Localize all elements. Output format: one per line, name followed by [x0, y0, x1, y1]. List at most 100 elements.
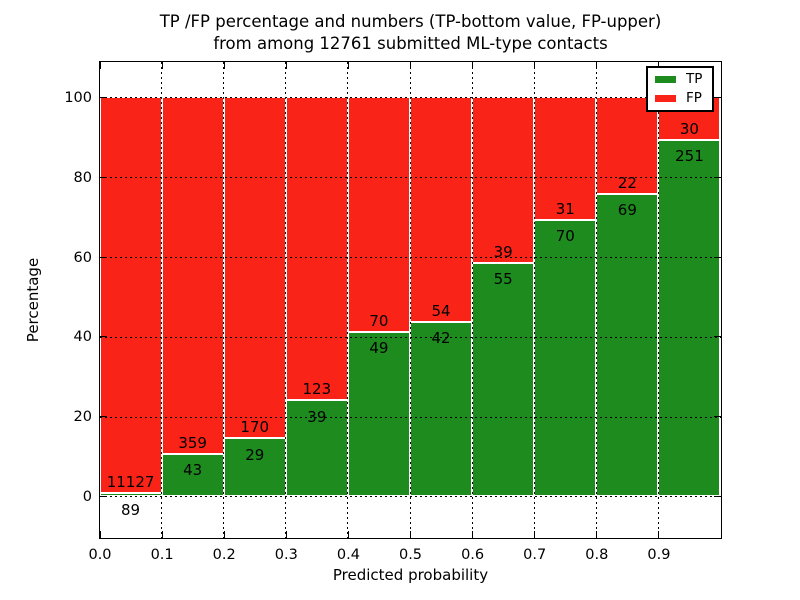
legend-item-fp: FP — [654, 91, 712, 106]
gridline-x-9 — [657, 61, 659, 538]
x-tick-top-8 — [596, 61, 598, 69]
y-tick-right-0 — [713, 495, 721, 497]
x-tick-label-0.9: 0.9 — [647, 547, 671, 563]
x-tick-bottom-6 — [472, 530, 474, 538]
bar-tp-segment-9 — [658, 140, 721, 497]
tp-count-label-3: 39 — [307, 407, 327, 426]
fp-count-label-9: 30 — [679, 119, 699, 138]
x-tick-top-3 — [285, 61, 287, 69]
bar-tp-segment-7 — [534, 219, 597, 497]
y-tick-left-20 — [99, 416, 107, 418]
legend-item-tp: TP — [654, 72, 712, 87]
tp-count-label-0: 89 — [121, 500, 141, 519]
gridline-x-1 — [161, 61, 163, 538]
x-tick-label-0.5: 0.5 — [398, 547, 423, 563]
fp-count-label-4: 70 — [369, 311, 389, 330]
plot-area: 11127 89 359 43 170 29 123 39 70 49 54 42 39 55 31 70 22… — [98, 60, 722, 539]
x-tick-bottom-0 — [99, 530, 101, 538]
x-tick-top-2 — [223, 61, 225, 69]
gridline-x-6 — [471, 61, 473, 538]
y-tick-right-20 — [713, 416, 721, 418]
fp-count-label-7: 31 — [555, 199, 575, 218]
x-tick-bottom-7 — [534, 530, 536, 538]
x-tick-label-0.2: 0.2 — [212, 547, 236, 563]
fp-count-label-3: 123 — [302, 380, 332, 399]
y-axis-label: Percentage — [24, 257, 42, 343]
bar-fp-segment-4 — [347, 97, 410, 333]
y-tick-label-40: 40 — [73, 329, 92, 346]
tp-count-label-7: 70 — [555, 227, 575, 246]
gridline-x-2 — [223, 61, 225, 538]
x-tick-bottom-5 — [410, 530, 411, 538]
x-tick-top-4 — [347, 61, 349, 69]
bar-fp-segment-0 — [99, 97, 162, 494]
bar-fp-segment-2 — [223, 97, 286, 439]
x-axis-label: Predicted probability — [332, 566, 489, 584]
x-tick-bottom-1 — [161, 530, 163, 538]
fp-count-label-1: 359 — [178, 433, 207, 452]
bar-tp-segment-3 — [285, 400, 348, 497]
bar-tp-segment-6 — [472, 262, 535, 497]
x-tick-label-0.4: 0.4 — [336, 547, 360, 563]
x-tick-bottom-8 — [596, 530, 598, 538]
y-tick-right-80 — [713, 176, 721, 178]
chart-title-line1: TP /FP percentage and numbers (TP-bottom… — [159, 12, 662, 31]
y-tick-left-60 — [99, 256, 107, 258]
chart-title-line2: from among 12761 submitted ML-type conta… — [213, 34, 608, 53]
tp-count-label-5: 42 — [431, 329, 451, 348]
fp-count-label-6: 39 — [493, 242, 513, 261]
x-tick-label-0.6: 0.6 — [461, 547, 485, 563]
tp-count-label-4: 49 — [369, 339, 389, 358]
bar-tp-segment-1 — [161, 453, 224, 497]
bar-tp-segment-8 — [596, 193, 659, 497]
bar-fp-segment-1 — [161, 97, 224, 454]
x-tick-bottom-9 — [658, 530, 660, 538]
x-tick-top-0 — [99, 61, 101, 69]
y-tick-left-80 — [99, 176, 107, 178]
legend: TP FP — [646, 66, 714, 112]
tp-count-label-8: 69 — [617, 201, 637, 220]
fp-count-label-5: 54 — [431, 301, 451, 320]
y-tick-label-0: 0 — [82, 488, 92, 505]
x-tick-top-9 — [658, 61, 660, 69]
bar-fp-segment-3 — [285, 97, 348, 401]
x-tick-bottom-3 — [285, 530, 287, 538]
tp-count-label-1: 43 — [183, 461, 203, 480]
x-tick-bottom-4 — [347, 530, 349, 538]
bar-fp-segment-5 — [410, 97, 473, 322]
tp-count-label-2: 29 — [245, 445, 265, 464]
gridline-x-7 — [533, 61, 535, 538]
x-tick-top-6 — [472, 61, 474, 69]
gridline-x-3 — [285, 61, 287, 538]
bar-tp-segment-0 — [99, 493, 162, 497]
x-tick-bottom-2 — [223, 530, 225, 538]
y-tick-right-40 — [713, 336, 721, 338]
y-tick-right-60 — [713, 256, 721, 258]
bar-tp-segment-4 — [347, 332, 410, 497]
x-tick-label-0.1: 0.1 — [150, 547, 174, 563]
gridline-x-4 — [347, 61, 349, 538]
fp-count-label-0: 11127 — [106, 473, 155, 492]
gridline-x-5 — [409, 61, 411, 538]
x-tick-label-0.0: 0.0 — [88, 547, 112, 563]
bar-tp-segment-5 — [410, 321, 473, 497]
bar-fp-segment-7 — [534, 97, 597, 220]
tp-count-label-6: 55 — [493, 270, 513, 289]
x-tick-label-0.8: 0.8 — [585, 547, 609, 563]
tp-swatch — [654, 75, 677, 84]
y-tick-left-100 — [99, 96, 107, 98]
x-tick-top-7 — [534, 61, 536, 69]
fp-swatch — [654, 94, 677, 103]
y-tick-right-100 — [713, 96, 721, 98]
legend-label-tp: TP — [686, 71, 703, 87]
bar-tp-segment-2 — [223, 438, 286, 497]
chart-title: TP /FP percentage and numbers (TP-bottom… — [100, 11, 721, 55]
fp-count-label-2: 170 — [240, 418, 270, 437]
x-tick-label-0.3: 0.3 — [274, 547, 298, 563]
tp-count-label-9: 251 — [675, 147, 704, 166]
x-tick-top-5 — [410, 61, 411, 69]
y-tick-label-80: 80 — [73, 169, 92, 186]
fp-count-label-8: 22 — [617, 173, 637, 192]
x-tick-label-0.7: 0.7 — [523, 547, 547, 563]
